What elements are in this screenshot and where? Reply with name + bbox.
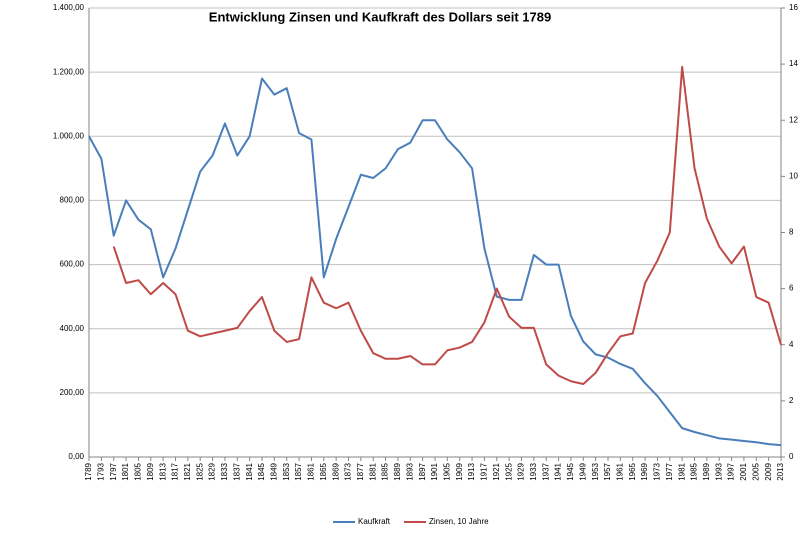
x-tick-label: 1849 <box>269 462 278 480</box>
y-tick-label: 1.400,00 <box>53 3 85 12</box>
x-tick-label: 1969 <box>640 462 649 480</box>
x-tick-label: 1901 <box>430 462 439 480</box>
x-tick-label: 1945 <box>566 462 575 480</box>
y2-tick-label: 6 <box>789 284 794 293</box>
x-tick-label: 2001 <box>739 462 748 480</box>
x-tick-label: 1965 <box>628 462 637 480</box>
x-tick-label: 1841 <box>245 462 254 480</box>
x-tick-label: 1977 <box>665 462 674 480</box>
x-tick-label: 1869 <box>331 462 340 480</box>
x-tick-label: 1829 <box>208 462 217 480</box>
x-tick-label: 1993 <box>714 462 723 480</box>
x-tick-label: 1909 <box>455 462 464 480</box>
x-tick-label: 1877 <box>356 462 365 480</box>
x-tick-label: 1921 <box>492 462 501 480</box>
x-tick-label: 1917 <box>480 462 489 480</box>
x-tick-label: 1857 <box>294 462 303 480</box>
y-tick-label: 1.200,00 <box>53 67 85 76</box>
y-tick-label: 400,00 <box>60 324 85 333</box>
x-tick-label: 1929 <box>517 462 526 480</box>
series-line <box>112 65 782 386</box>
x-tick-label: 1881 <box>368 462 377 480</box>
x-tick-label: 2013 <box>776 462 785 480</box>
x-tick-label: 1833 <box>220 462 229 480</box>
x-tick-label: 1865 <box>319 462 328 480</box>
y-tick-label: 600,00 <box>60 260 85 269</box>
y-tick-label: 1.000,00 <box>53 131 85 140</box>
x-tick-label: 1985 <box>690 462 699 480</box>
y-tick-label: 200,00 <box>60 388 85 397</box>
y2-tick-label: 0 <box>789 452 794 461</box>
y2-tick-label: 4 <box>789 340 794 349</box>
x-tick-label: 1925 <box>504 462 513 480</box>
x-tick-label: 1941 <box>554 462 563 480</box>
x-tick-label: 1957 <box>603 462 612 480</box>
x-tick-label: 1989 <box>702 462 711 480</box>
x-tick-label: 1981 <box>677 462 686 480</box>
x-tick-label: 1897 <box>418 462 427 480</box>
x-tick-label: 1845 <box>257 462 266 480</box>
y-tick-label: 800,00 <box>60 196 85 205</box>
x-tick-label: 1913 <box>467 462 476 480</box>
x-tick-label: 1873 <box>344 462 353 480</box>
x-tick-label: 1809 <box>146 462 155 480</box>
x-tick-label: 1885 <box>381 462 390 480</box>
x-tick-label: 1861 <box>307 462 316 480</box>
x-tick-label: 1953 <box>591 462 600 480</box>
y2-tick-label: 2 <box>789 396 794 405</box>
x-tick-label: 1997 <box>727 462 736 480</box>
x-tick-label: 1893 <box>405 462 414 480</box>
x-tick-label: 1933 <box>529 462 538 480</box>
x-tick-label: 1813 <box>158 462 167 480</box>
x-tick-label: 1789 <box>84 462 93 480</box>
x-tick-label: 1905 <box>442 462 451 480</box>
y-tick-label: 0,00 <box>68 452 84 461</box>
x-tick-label: 1793 <box>96 462 105 480</box>
y2-tick-label: 10 <box>789 171 798 180</box>
x-tick-label: 1797 <box>109 462 118 480</box>
x-tick-label: 2009 <box>764 462 773 480</box>
x-tick-label: 1825 <box>195 462 204 480</box>
x-tick-label: 1961 <box>615 462 624 480</box>
x-tick-label: 1805 <box>134 462 143 480</box>
legend-label: Zinsen, 10 Jahre <box>429 517 489 526</box>
x-tick-label: 1837 <box>232 462 241 480</box>
x-tick-label: 1973 <box>653 462 662 480</box>
chart-title: Entwicklung Zinsen und Kaufkraft des Dol… <box>209 9 551 24</box>
x-tick-label: 1889 <box>393 462 402 480</box>
x-tick-label: 1801 <box>121 462 130 480</box>
x-tick-label: 1821 <box>183 462 192 480</box>
series-line <box>88 77 782 447</box>
x-tick-label: 1949 <box>578 462 587 480</box>
y2-tick-label: 12 <box>789 115 798 124</box>
x-tick-label: 2005 <box>751 462 760 480</box>
y2-tick-label: 8 <box>789 228 794 237</box>
x-tick-label: 1817 <box>171 462 180 480</box>
x-tick-label: 1853 <box>282 462 291 480</box>
x-tick-label: 1937 <box>541 462 550 480</box>
legend-label: Kaufkraft <box>358 517 391 526</box>
y2-tick-label: 14 <box>789 59 798 68</box>
y2-tick-label: 16 <box>789 3 798 12</box>
